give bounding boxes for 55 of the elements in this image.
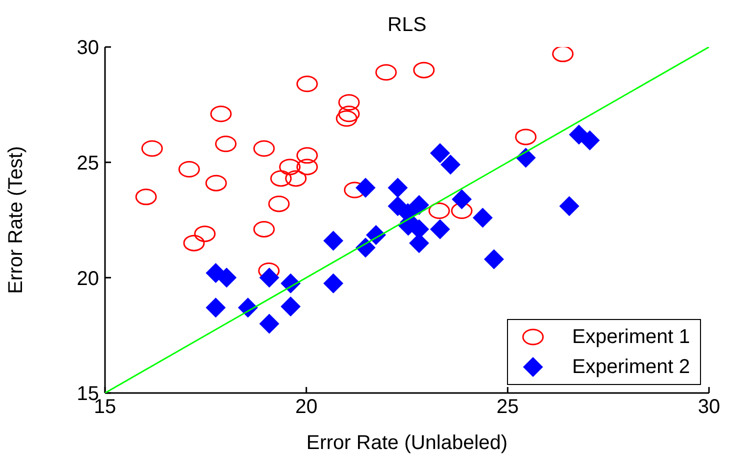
point <box>194 226 216 242</box>
point <box>178 161 200 178</box>
point <box>409 195 430 216</box>
point <box>338 94 360 111</box>
point <box>285 170 307 187</box>
point <box>323 273 344 294</box>
point <box>515 128 537 146</box>
point <box>452 189 472 210</box>
y-tick-label: 20 <box>76 268 99 290</box>
point <box>580 130 600 150</box>
point <box>440 154 460 175</box>
point <box>279 158 301 176</box>
point <box>210 106 232 122</box>
point <box>135 188 157 206</box>
point <box>559 196 580 216</box>
point <box>296 76 318 92</box>
point <box>388 178 408 198</box>
point <box>280 296 301 316</box>
point <box>259 314 280 334</box>
point <box>183 234 205 252</box>
point <box>428 202 450 220</box>
point <box>338 106 360 122</box>
point <box>413 62 435 78</box>
y-tick-label: 30 <box>76 37 99 60</box>
x-tick-label: 20 <box>295 396 318 418</box>
point <box>215 136 237 152</box>
legend-label: Experiment 2 <box>572 356 690 378</box>
y-axis-title: Error Rate (Test) <box>5 146 28 294</box>
point <box>336 110 358 127</box>
point <box>552 47 574 62</box>
point <box>253 140 275 157</box>
point <box>259 268 280 288</box>
y-tick-label: 25 <box>76 152 99 174</box>
point <box>253 220 275 238</box>
point <box>484 249 504 270</box>
point <box>206 298 226 318</box>
point <box>323 230 344 251</box>
point <box>141 140 163 157</box>
point <box>430 219 450 240</box>
point <box>296 158 318 176</box>
legend-label: Experiment 1 <box>572 326 690 348</box>
point <box>451 202 473 220</box>
chart-title: RLS <box>386 14 428 37</box>
point <box>472 208 493 228</box>
point <box>216 268 237 288</box>
point <box>356 178 376 198</box>
point <box>270 170 292 187</box>
x-axis-title: Error Rate (Unlabeled) <box>306 432 508 454</box>
point <box>205 174 227 192</box>
point <box>296 147 318 164</box>
point <box>375 64 397 81</box>
x-tick-label: 30 <box>698 396 720 418</box>
point <box>430 143 450 164</box>
x-tick-label: 25 <box>496 396 519 418</box>
point <box>268 196 290 212</box>
